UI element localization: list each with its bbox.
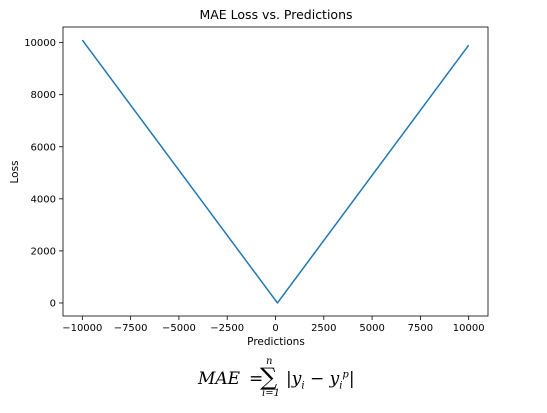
x-axis: −10000 −7500 −5000 −2500 0 2500 5000 7500 10000 (62, 316, 485, 334)
formula-body: |yi − yip| (286, 369, 355, 392)
x-tick-label: 5000 (359, 323, 384, 334)
x-tick-label: 0 (272, 323, 278, 334)
mae-loss-line (81, 39, 470, 304)
summation-lower-limit: i=1 (262, 388, 280, 399)
x-tick-label: 7500 (408, 323, 433, 334)
x-tick-label: −10000 (62, 323, 102, 334)
y-axis-label: Loss (9, 160, 21, 183)
y-tick-label: 8000 (31, 90, 56, 101)
formula-lhs: MAE (198, 369, 241, 389)
y-tick-label: 10000 (24, 38, 56, 49)
x-tick-label: −7500 (114, 323, 148, 334)
y-tick-label: 6000 (31, 142, 56, 153)
chart-title: MAE Loss vs. Predictions (199, 7, 352, 22)
series-layer (81, 39, 470, 304)
y-tick-label: 2000 (31, 246, 56, 257)
y-tick-label: 0 (50, 298, 56, 309)
y-tick-label: 4000 (31, 194, 56, 205)
mae-formula: MAE = ∑ n i=1 |yi − yip| (196, 356, 356, 406)
summation-upper-limit: n (266, 356, 273, 367)
plot-area (62, 26, 489, 317)
x-tick-label: 10000 (453, 323, 485, 334)
x-tick-label: 2500 (311, 323, 336, 334)
y-axis: 0 2000 4000 6000 8000 10000 (24, 38, 63, 309)
x-tick-label: −5000 (162, 323, 196, 334)
x-tick-label: −2500 (210, 323, 244, 334)
mae-loss-chart: MAE Loss vs. Predictions −10000 −7500 −500… (9, 7, 489, 345)
x-axis-label: Predictions (247, 336, 305, 345)
formula-equals: = (249, 369, 264, 389)
summation-symbol: ∑ (260, 363, 278, 391)
